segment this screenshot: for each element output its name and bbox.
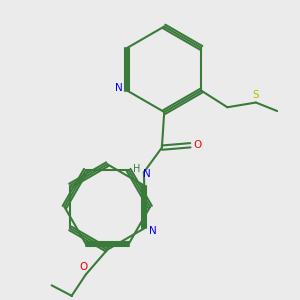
Text: S: S <box>253 90 259 100</box>
Text: O: O <box>80 262 88 272</box>
Text: N: N <box>115 83 123 93</box>
Text: N: N <box>143 169 151 179</box>
Text: H: H <box>133 164 140 175</box>
Text: O: O <box>194 140 202 150</box>
Text: N: N <box>149 226 157 236</box>
